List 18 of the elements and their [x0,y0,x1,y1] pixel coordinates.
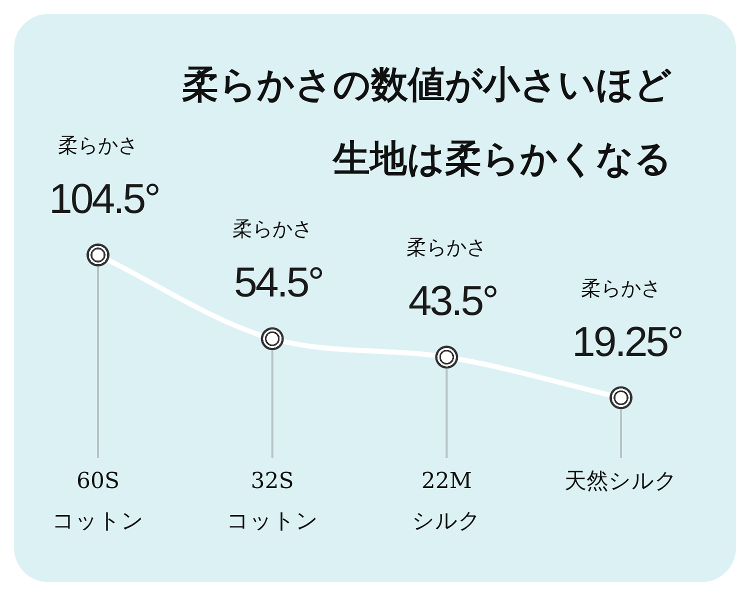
point [610,386,632,410]
data-label: 19.25° [572,318,682,365]
data-label: 43.5° [408,277,498,324]
x-tick-label: 22M シルク [412,469,482,534]
point [435,346,458,369]
data-label: 104.5° [49,175,160,222]
point [86,244,110,266]
data-label: 54.5° [234,258,323,306]
chart-title: 柔らかさの数値が小さいほど [182,62,672,106]
annotation: 柔らかさ [58,133,138,157]
x-tick-label: 天然シルク [564,469,678,494]
x-tick-label: 60S コットン [52,469,144,534]
annotation: 柔らかさ [581,276,661,300]
point [260,327,284,350]
x-tick-label: 32S コットン [226,469,318,534]
annotation: 柔らかさ [406,235,487,260]
annotation: 柔らかさ [232,216,312,241]
chart-subtitle: 生地は柔らかくなる [332,136,672,180]
